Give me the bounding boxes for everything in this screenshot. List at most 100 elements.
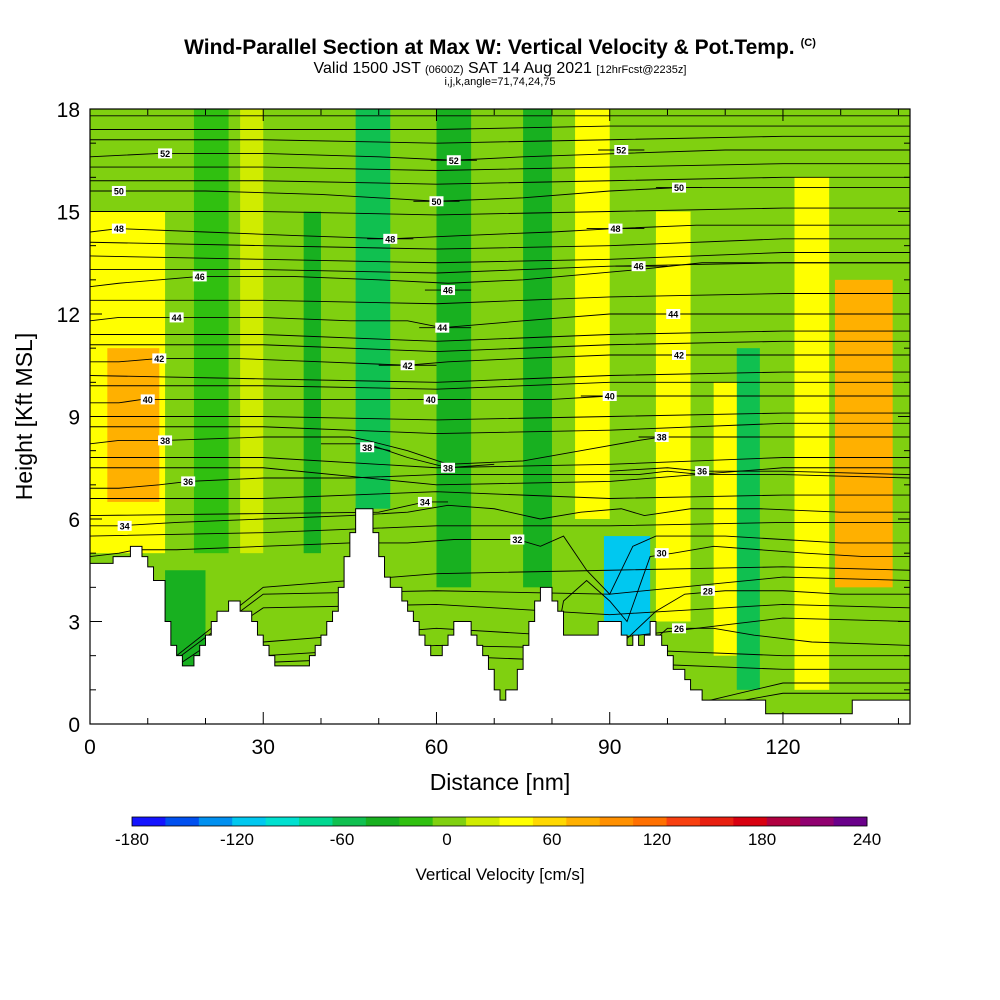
contour-label: 42 [154,354,164,364]
y-tick-label: 9 [68,407,80,430]
contour-label: 44 [172,313,182,323]
colorbar-swatch [365,817,400,826]
contour-label: 30 [657,549,667,559]
colorbar-swatch [633,817,668,826]
colorbar-swatch [432,817,467,826]
velocity-band [655,211,691,622]
colorbar-swatch [265,817,300,826]
theta-contour [90,224,910,240]
contour-label-box [441,285,456,296]
contour-label: 42 [403,361,413,371]
contour-label: 38 [160,436,170,446]
colorbar-swatch [232,817,267,826]
contour-label-box [654,432,669,442]
contour-label: 38 [362,443,372,453]
theta-contour [90,627,910,724]
contour-label-box [111,186,126,196]
contour-label: 44 [437,323,447,333]
colorbar-swatch [766,817,801,826]
contour-label: 50 [114,187,124,197]
contour-label-box [672,182,687,193]
contour-label: 26 [674,624,684,634]
colorbar-tick-label: 240 [853,830,881,849]
colorbar-tick-label: 60 [543,830,562,849]
y-axis-label: Height [Kft MSL] [11,333,37,500]
x-tick-label: 60 [425,736,448,759]
theta-contour [90,682,910,724]
theta-contour [90,545,910,724]
colorbar-swatch [399,817,434,826]
chart-subtitle: Valid 1500 JST (0600Z) SAT 14 Aug 2021 [… [0,60,1000,78]
colorbar-swatch [532,817,567,826]
contour-label-box [158,435,173,446]
contour-label-box [152,353,167,364]
theta-contour [90,491,910,499]
y-tick-label: 18 [57,99,80,122]
theta-contour [90,330,910,342]
contour-label-box [614,145,629,155]
colorbar-swatch [466,817,500,826]
theta-contour [90,125,910,130]
colorbar-swatch [132,817,166,826]
contour-label-box [672,350,687,360]
velocity-band [303,211,321,554]
contour-label: 44 [668,310,678,320]
x-tick-label: 120 [765,736,800,759]
theta-contour [90,501,449,517]
colorbar-frame [131,816,868,827]
y-tick-label: 15 [57,202,80,225]
colorbar-title: Vertical Velocity [cm/s] [415,865,584,884]
contour-label: 46 [443,286,453,296]
contour-label: 50 [431,197,441,207]
velocity-band [794,177,830,690]
contour-label-box [181,476,196,487]
contour-label: 40 [143,395,153,405]
theta-contour [90,422,910,435]
velocity-band [107,348,160,502]
colorbar-tick-label: 180 [748,830,776,849]
subtitle-fcst: [12hrFcst@2235z] [596,64,687,76]
velocity-band [713,382,737,656]
velocity-band [436,109,472,588]
contour-label: 40 [605,392,615,402]
contour-label: 50 [674,183,684,193]
contour-label-box [140,394,155,405]
contour-label-box [117,520,132,531]
theta-contour [90,381,910,390]
contour-label-box [417,496,432,507]
contour-label: 52 [616,146,626,156]
theta-contour [90,262,910,288]
x-axis-label: Distance [nm] [430,769,571,795]
theta-contour [90,535,910,595]
contour-label: 28 [703,586,713,596]
theta-contour [90,467,910,486]
theta-contour [90,692,910,724]
chart-title: Wind-Parallel Section at Max W: Vertical… [0,36,1000,60]
contour-label-box [602,391,617,401]
colorbar-swatch [599,817,634,826]
theta-contour [90,176,910,185]
theta-contour [90,135,910,144]
subtitle-valid: Valid 1500 JST [313,60,421,77]
velocity-band [193,109,229,554]
contour-label: 32 [512,535,522,545]
contour-label-box [158,148,173,159]
velocity-band [603,536,651,636]
contour-label: 40 [426,395,436,405]
theta-contour [90,187,910,202]
theta-contour [90,252,910,264]
colorbar-swatch [666,817,701,826]
contour-label-box [510,534,525,545]
contour-label-box [631,261,646,272]
contour-label-box [400,360,415,371]
velocity-band [736,348,760,690]
colorbar-swatch [566,817,601,826]
x-tick-label: 30 [252,736,275,759]
theta-contour [90,238,910,250]
theta-contour [90,207,910,216]
colorbar-swatch [699,817,734,826]
colorbar-tick-label: 120 [643,830,671,849]
contour-label-box [608,223,623,234]
contour-label: 48 [385,234,395,244]
y-tick-label: 12 [57,304,80,327]
